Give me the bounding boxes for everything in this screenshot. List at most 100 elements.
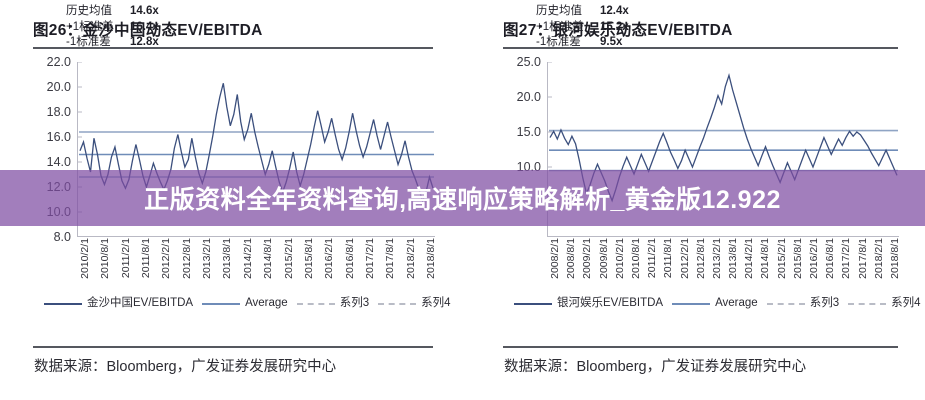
x-tick-label: 2013/2/1 (710, 238, 723, 279)
figure-27-top-rule (503, 47, 898, 49)
x-tick-label: 2017/2/1 (363, 238, 376, 279)
stat-key: 历史均值 (66, 5, 112, 17)
stat-key: 历史均值 (536, 5, 582, 17)
stat-value: 14.6x (130, 5, 159, 17)
x-tick-label: 2015/2/1 (775, 238, 788, 279)
legend-line-icon (202, 302, 241, 305)
legend-item: 系列4 (378, 297, 451, 310)
stat-row: 历史均值 14.6x (66, 4, 159, 20)
x-tick-label: 2011/8/1 (140, 238, 153, 279)
x-tick-label: 2014/8/1 (262, 238, 275, 279)
x-tick-label: 2012/2/1 (678, 238, 691, 279)
stat-row: +1标准差 15.2x (536, 20, 629, 36)
legend-dashed-icon (378, 302, 417, 305)
legend-item: 银河娱乐EV/EBITDA (514, 297, 664, 310)
stat-row: -1标准差 12.8x (66, 35, 159, 51)
x-tick-label: 2016/2/1 (808, 238, 821, 279)
x-tick-label: 2013/8/1 (221, 238, 234, 279)
legend-label: 银河娱乐EV/EBITDA (557, 297, 664, 309)
x-tick-label: 2017/8/1 (856, 238, 869, 279)
x-tick-label: 2010/8/1 (99, 238, 112, 279)
x-tick-label: 2016/8/1 (824, 238, 837, 279)
watermark-banner (0, 170, 925, 226)
stat-key: +1标准差 (536, 20, 584, 33)
stat-value: 9.5x (600, 36, 623, 49)
legend-label: 系列3 (339, 297, 370, 309)
figure-26-stats: 历史均值 14.6x +1标准差 16.4x -1标准差 12.8x (66, 4, 159, 51)
stat-key: +1标准差 (66, 20, 114, 33)
legend-line-icon (514, 302, 552, 305)
x-tick-label: 2016/8/1 (343, 238, 356, 279)
legend-item: 金沙中国EV/EBITDA (44, 297, 194, 310)
x-tick-label: 2012/2/1 (160, 238, 173, 279)
stat-value: 12.8x (130, 36, 159, 49)
figure-27-stats: 历史均值 12.4x +1标准差 15.2x -1标准差 9.5x (536, 4, 629, 51)
stat-row: 历史均值 12.4x (536, 4, 629, 20)
y-tick-label: 25.0 (516, 55, 541, 69)
figure-26-bottom-rule (33, 346, 433, 348)
y-tick-label: 22.0 (46, 55, 71, 69)
data-series-line (79, 83, 434, 203)
figure-27-source: 数据来源：Bloomberg，广发证券发展研究中心 (504, 359, 807, 375)
figure-27-title: 图27：银河娱乐动态EV/EBITDA (503, 22, 733, 39)
x-tick-label: 2009/2/1 (581, 238, 594, 279)
x-tick-label: 2010/8/1 (629, 238, 642, 279)
legend-label: 系列3 (809, 297, 840, 309)
legend-label: Average (245, 297, 288, 309)
x-tick-label: 2012/8/1 (694, 238, 707, 279)
x-tick-label: 2011/2/1 (119, 238, 132, 279)
x-tick-label: 2018/8/1 (889, 238, 901, 279)
x-tick-label: 2013/2/1 (201, 238, 214, 279)
x-tick-label: 2013/8/1 (727, 238, 740, 279)
x-tick-label: 2010/2/1 (613, 238, 626, 279)
x-tick-label: 2012/8/1 (180, 238, 193, 279)
figure-27-y-axis: 10.0 15.0 20.0 25.0 (503, 55, 543, 237)
y-tick-label: 8.0 (53, 230, 71, 244)
legend-dashed-icon (766, 302, 805, 305)
y-tick-label: 14.0 (46, 155, 71, 169)
x-tick-label: 2018/8/1 (425, 238, 437, 279)
watermark-banner-text: 正版资料全年资料查询,高速响应策略解析_黄金版12.922 (144, 186, 781, 214)
y-tick-label: 16.0 (46, 130, 71, 144)
x-tick-label: 2016/2/1 (323, 238, 336, 279)
legend-label: 金沙中国EV/EBITDA (87, 297, 194, 309)
legend-label: 系列4 (891, 297, 921, 309)
stat-key: -1标准差 (66, 36, 111, 49)
x-tick-label: 2014/2/1 (743, 238, 756, 279)
x-tick-label: 2010/2/1 (79, 238, 91, 279)
figure-26-source: 数据来源：Bloomberg，广发证券发展研究中心 (34, 359, 337, 375)
x-tick-label: 2018/2/1 (404, 238, 417, 279)
y-tick-label: 20.0 (516, 90, 541, 104)
stat-value: 15.2x (600, 20, 629, 33)
stat-value: 12.4x (600, 5, 629, 17)
x-tick-label: 2017/2/1 (840, 238, 853, 279)
y-tick-label: 15.0 (516, 125, 541, 139)
x-tick-label: 2015/8/1 (791, 238, 804, 279)
legend-label: 系列4 (421, 297, 451, 309)
stat-value: 16.4x (130, 20, 159, 33)
legend-dashed-icon (296, 302, 335, 305)
x-tick-label: 2008/8/1 (565, 238, 578, 279)
x-tick-label: 2017/8/1 (384, 238, 397, 279)
figure-27-bottom-rule (503, 346, 898, 348)
legend-item: 系列3 (766, 297, 840, 310)
figure-26-legend: 金沙中国EV/EBITDA Average 系列3 系列4 (44, 297, 451, 310)
legend-label: Average (715, 297, 758, 309)
legend-item: Average (672, 297, 758, 310)
x-tick-label: 2014/8/1 (759, 238, 772, 279)
x-tick-label: 2018/2/1 (872, 238, 885, 279)
legend-line-icon (44, 302, 82, 305)
x-tick-label: 2014/2/1 (241, 238, 254, 279)
x-tick-label: 2011/8/1 (662, 238, 675, 279)
stat-key: -1标准差 (536, 36, 581, 49)
y-tick-label: 18.0 (46, 105, 71, 119)
stat-row: -1标准差 9.5x (536, 35, 629, 51)
legend-item: 系列4 (848, 297, 921, 310)
legend-dashed-icon (848, 302, 887, 305)
legend-item: 系列3 (296, 297, 370, 310)
x-tick-label: 2009/8/1 (597, 238, 610, 279)
figure-27-x-axis: 2008/2/1 2008/8/1 2009/2/1 2009/8/1 2010/2/1… (547, 238, 901, 286)
y-tick-label: 20.0 (46, 80, 71, 94)
legend-line-icon (672, 302, 711, 305)
